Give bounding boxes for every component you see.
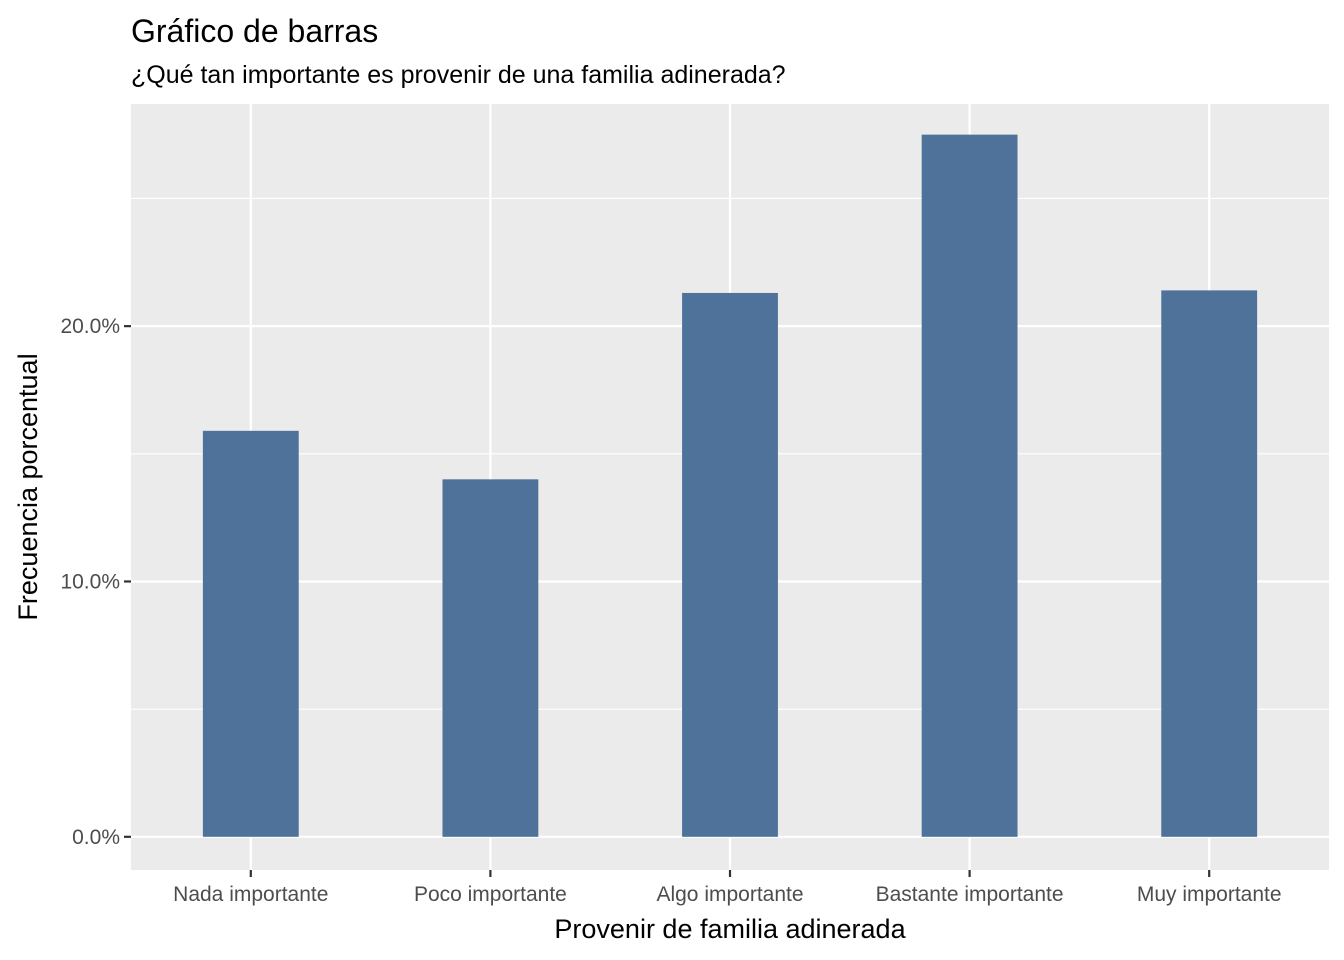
- bar-2: [682, 292, 778, 837]
- y-tick-label-2: 20.0%: [60, 315, 120, 338]
- x-tick-label-3: Bastante importante: [876, 883, 1064, 906]
- bar-4: [1161, 290, 1258, 837]
- x-axis-title: Provenir de familia adinerada: [554, 914, 906, 944]
- bar-0: [202, 430, 299, 837]
- axis-ticks: 0.0% 10.0% 20.0% Nada importante Poco import…: [60, 315, 1281, 906]
- bars: [202, 134, 1258, 837]
- x-tick-label-2: Algo importante: [656, 883, 803, 906]
- y-axis-title: Frecuencia porcentual: [13, 353, 43, 620]
- x-tick-label-1: Poco importante: [414, 883, 567, 906]
- chart-subtitle: ¿Qué tan importante es provenir de una f…: [131, 61, 786, 89]
- y-tick-label-0: 0.0%: [72, 826, 120, 849]
- x-tick-label-0: Nada importante: [173, 883, 328, 906]
- x-tick-label-4: Muy importante: [1137, 883, 1282, 906]
- y-tick-label-1: 10.0%: [60, 570, 120, 593]
- bar-3: [921, 134, 1018, 837]
- chart-title: Gráfico de barras: [131, 13, 378, 49]
- bar-1: [442, 479, 539, 837]
